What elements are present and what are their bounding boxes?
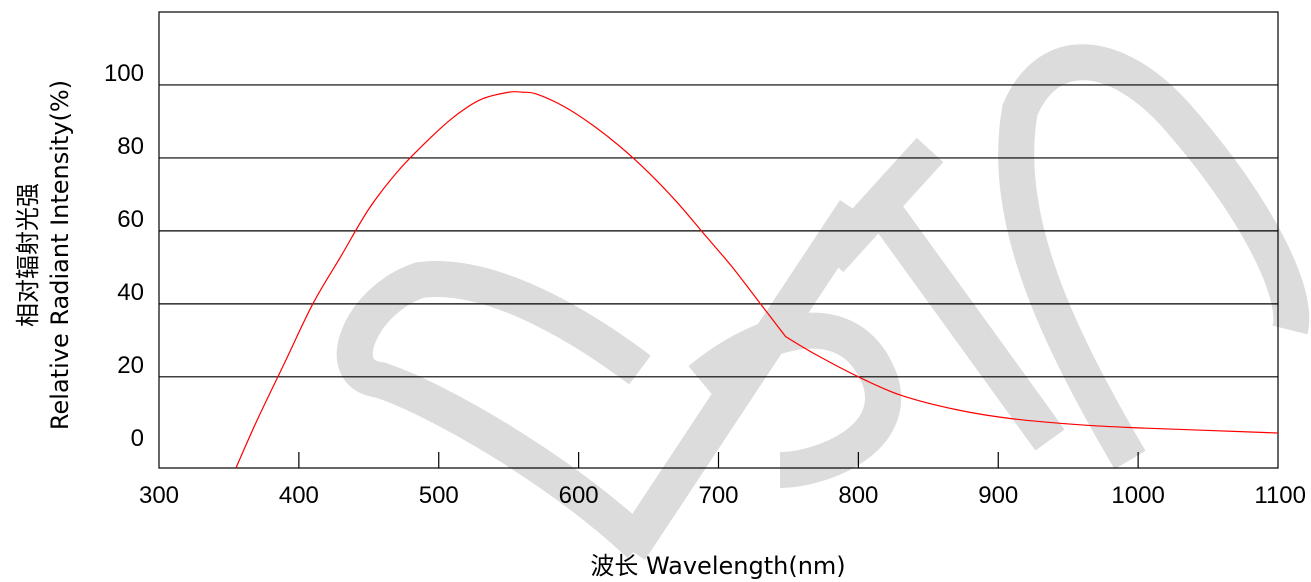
y-tick-label: 80	[117, 133, 144, 160]
x-tick-label: 1000	[1111, 482, 1164, 509]
gridlines	[159, 84, 1278, 378]
y-tick-label: 60	[117, 206, 144, 233]
x-axis-title: 波长 Wavelength(nm)	[590, 552, 845, 580]
watermark-letter-o2	[998, 44, 1310, 470]
y-axis-tick-labels: 0 20 40 60 80 100	[104, 60, 144, 452]
x-axis-tick-labels: 300 400 500 600 700 800 900 1000 1100	[139, 482, 1306, 509]
watermark-letter-t	[816, 137, 1065, 451]
x-tick-label: 300	[139, 482, 179, 509]
watermark-letter-o	[336, 261, 653, 559]
x-axis-ticks	[298, 452, 1139, 468]
x-tick-label: 400	[279, 482, 319, 509]
x-tick-label: 600	[559, 482, 599, 509]
watermark	[336, 44, 1310, 560]
y-axis-title-cn: 相对辐射光强	[14, 183, 42, 327]
x-tick-label: 700	[698, 482, 738, 509]
x-tick-label: 500	[419, 482, 459, 509]
y-tick-label: 100	[104, 60, 144, 87]
watermark-letter-p	[614, 200, 901, 560]
series-line	[235, 91, 1278, 468]
x-tick-label: 900	[978, 482, 1018, 509]
y-tick-label: 0	[131, 425, 144, 452]
y-tick-label: 20	[117, 352, 144, 379]
x-tick-label: 1100	[1254, 482, 1306, 509]
y-tick-label: 40	[117, 279, 144, 306]
series-group	[235, 91, 1278, 468]
y-axis-title: Relative Radiant Intensity(%)	[46, 80, 74, 430]
x-tick-label: 800	[838, 482, 878, 509]
